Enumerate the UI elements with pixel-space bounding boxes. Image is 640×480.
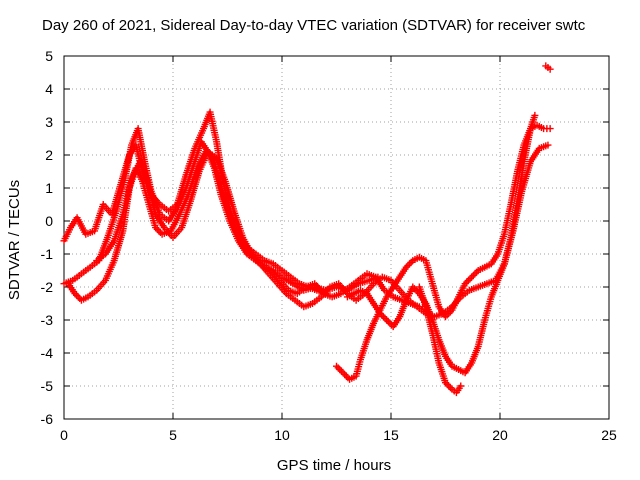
series-track-b bbox=[60, 108, 330, 298]
series-track-f bbox=[343, 111, 539, 377]
y-tick-label: -2 bbox=[41, 279, 54, 295]
y-tick-label: 0 bbox=[45, 213, 53, 229]
y-tick-label: -4 bbox=[41, 345, 54, 361]
data-point bbox=[383, 316, 391, 324]
series-track-h bbox=[542, 62, 554, 73]
data-point bbox=[471, 270, 479, 278]
data-point bbox=[333, 362, 340, 370]
data-point bbox=[446, 384, 454, 392]
data-points bbox=[60, 62, 554, 397]
data-point bbox=[337, 367, 345, 375]
y-tick-label: 5 bbox=[45, 48, 53, 64]
axis-ticks: 0 5 10 15 20 25 -6 -5 -4 -3 -2 -1 0 1 2 3 4 5 bbox=[41, 48, 617, 443]
data-point bbox=[544, 141, 552, 149]
data-point bbox=[336, 366, 344, 373]
x-tick-label: 0 bbox=[60, 427, 68, 443]
data-point bbox=[469, 271, 477, 279]
data-point bbox=[339, 369, 347, 377]
x-tick-label: 10 bbox=[274, 427, 290, 443]
x-axis-label: GPS time / hours bbox=[277, 457, 391, 474]
data-point bbox=[464, 276, 472, 284]
y-tick-label: -5 bbox=[41, 378, 54, 394]
data-point bbox=[445, 382, 453, 390]
y-tick-label: -6 bbox=[41, 411, 54, 427]
data-point bbox=[334, 364, 342, 372]
series-track-g bbox=[415, 283, 465, 397]
chart-title: Day 260 of 2021, Sidereal Day-to-day VTE… bbox=[42, 17, 586, 34]
data-point bbox=[546, 125, 554, 133]
y-tick-label: -3 bbox=[41, 312, 54, 328]
series-track-e bbox=[333, 121, 554, 383]
data-point bbox=[445, 309, 453, 317]
data-point bbox=[341, 370, 349, 378]
data-point bbox=[546, 65, 554, 73]
data-point bbox=[468, 273, 476, 281]
x-tick-label: 25 bbox=[601, 427, 617, 443]
y-tick-label: 2 bbox=[45, 147, 53, 163]
data-point bbox=[381, 314, 389, 322]
y-tick-label: 3 bbox=[45, 114, 53, 130]
data-point bbox=[466, 275, 474, 283]
data-point bbox=[531, 111, 539, 119]
y-tick-label: -1 bbox=[41, 246, 54, 262]
x-tick-label: 15 bbox=[383, 427, 399, 443]
y-tick-label: 4 bbox=[45, 81, 53, 97]
data-point bbox=[412, 286, 420, 294]
x-tick-label: 20 bbox=[492, 427, 508, 443]
y-tick-label: 1 bbox=[45, 180, 53, 196]
data-point bbox=[457, 382, 465, 390]
x-tick-label: 5 bbox=[169, 427, 177, 443]
y-axis-label: SDTVAR / TECUs bbox=[6, 180, 23, 300]
data-point bbox=[406, 260, 414, 268]
